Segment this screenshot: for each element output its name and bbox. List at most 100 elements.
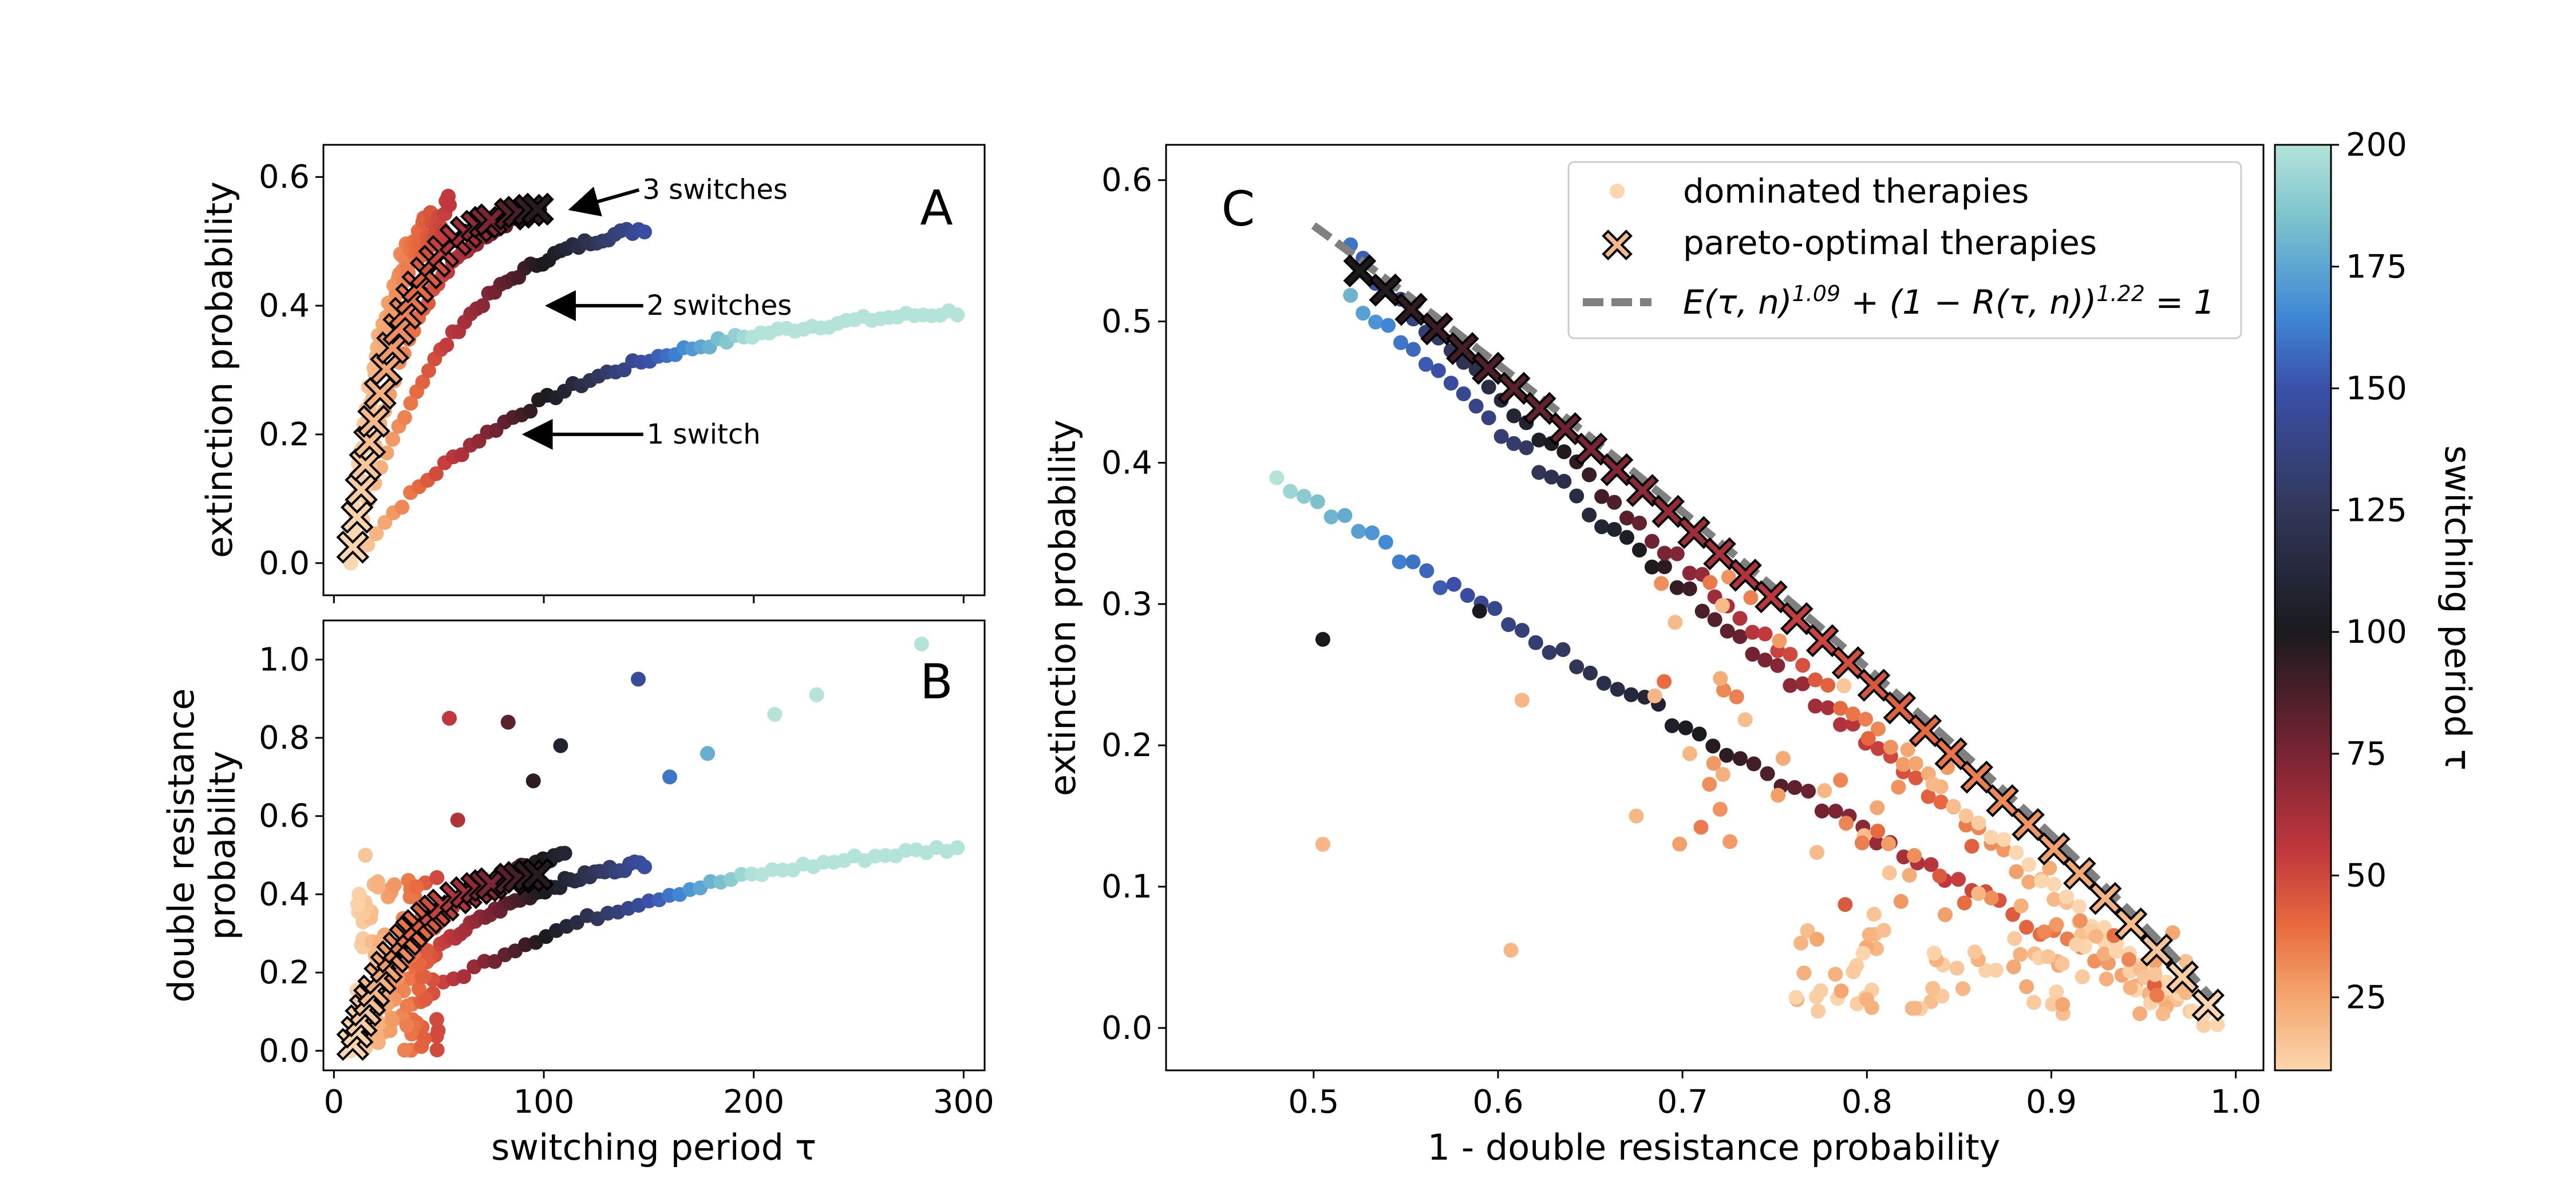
data-point (1996, 832, 2012, 847)
data-point (1531, 432, 1547, 448)
data-point (2049, 984, 2064, 999)
data-point (1905, 1001, 1920, 1016)
data-point (1870, 721, 1886, 737)
data-point (1378, 535, 1393, 550)
data-point (1964, 839, 1980, 854)
data-point (1657, 559, 1672, 575)
data-point (1923, 994, 1939, 1009)
outlier-point (631, 671, 646, 687)
data-point (1323, 509, 1339, 525)
data-point (371, 1035, 386, 1050)
data-point (1669, 546, 1685, 562)
panel-a-points (336, 188, 965, 571)
data-point (1926, 946, 1942, 961)
data-point (397, 1042, 412, 1058)
y-tick-label: 0.0 (259, 545, 310, 582)
data-point (429, 1012, 444, 1027)
outlier-point (1514, 693, 1530, 708)
data-point (1712, 801, 1728, 817)
legend-frame (1567, 161, 2242, 339)
data-point (2149, 987, 2164, 1003)
data-point (1672, 836, 1688, 852)
data-point (2042, 860, 2057, 876)
pareto-marker (2114, 907, 2148, 941)
data-point (1707, 612, 1722, 627)
data-point (1337, 508, 1353, 523)
data-point (1938, 907, 1953, 923)
data-point (2108, 944, 2124, 959)
data-point (1746, 756, 1761, 772)
data-point (1772, 633, 1787, 649)
data-point (1583, 665, 1598, 681)
panel-a-xticks (333, 595, 965, 603)
colorbar-ticks: 25 50 75 100 125 150 175 200 (2331, 126, 2407, 1016)
x-tick-label: 0.9 (2026, 1084, 2077, 1121)
data-point (1923, 857, 1939, 872)
data-point (1881, 836, 1897, 852)
data-point (1514, 623, 1530, 638)
data-point (1732, 611, 1748, 626)
legend-dominated-label: dominated therapies (1683, 172, 2029, 211)
panel-c-yticks: 0.0 0.1 0.2 0.3 0.4 0.5 0.6 (1101, 162, 1166, 1047)
data-point (1610, 682, 1625, 697)
data-point (1949, 960, 1965, 976)
data-point (1876, 923, 1891, 938)
data-point (1745, 624, 1760, 640)
data-point (1783, 678, 1798, 693)
data-point (1757, 626, 1773, 642)
data-point (1705, 738, 1721, 754)
data-point (1365, 525, 1380, 540)
data-point (950, 840, 965, 856)
data-point (454, 447, 469, 462)
data-point (1932, 868, 1947, 884)
panel-b-points (336, 636, 965, 1061)
pareto-marker (370, 353, 403, 386)
fit-curve (1311, 222, 2221, 1007)
data-point (1283, 484, 1298, 499)
data-point (1745, 646, 1760, 662)
data-point (1732, 629, 1748, 645)
colorbar-tick-label: 25 (2346, 979, 2387, 1016)
panel-a: 0.0 0.2 0.4 0.6 A extinction probability 3 … (199, 144, 986, 603)
data-point (1770, 658, 1785, 673)
data-point (1692, 726, 1707, 742)
y-tick-label: 0.6 (259, 798, 310, 835)
data-point (2132, 1006, 2148, 1021)
data-point (1809, 845, 1824, 860)
pareto-marker (521, 192, 554, 226)
data-point (1460, 588, 1475, 603)
data-point (1716, 682, 1732, 698)
pareto-marker (2191, 989, 2225, 1022)
data-point (637, 224, 652, 240)
outlier-point (1817, 783, 1832, 798)
panel-c-legend: dominated therapies pareto-optimal thera… (1567, 161, 2242, 339)
data-point (2210, 1017, 2225, 1032)
data-point (1343, 287, 1358, 303)
data-point (1854, 835, 1870, 851)
data-point (1719, 748, 1735, 763)
data-point (1356, 306, 1371, 321)
outlier-point (450, 812, 465, 828)
data-point (1984, 890, 1999, 906)
panel-c-xlabel: 1 - double resistance probability (1428, 1126, 2001, 1168)
data-point (950, 307, 965, 323)
data-point (1891, 780, 1906, 795)
panel-b-yticks: 0.0 0.2 0.4 0.6 0.8 1.0 (259, 641, 323, 1070)
data-point (2009, 845, 2024, 860)
data-point (1858, 711, 1873, 727)
data-point (1446, 576, 1461, 592)
data-point (1654, 576, 1669, 591)
data-point (1957, 895, 1972, 911)
data-point (1921, 789, 1936, 804)
data-point (1456, 386, 1471, 402)
x-tick-label: 0.6 (1472, 1084, 1523, 1121)
panel-a-frame (322, 144, 986, 596)
colorbar: 25 50 75 100 125 150 175 200 switching period τ (2274, 126, 2479, 1071)
data-point (1519, 440, 1534, 456)
x-tick-label: 200 (723, 1084, 784, 1121)
data-point (2088, 928, 2104, 944)
outlier-point (1629, 808, 1644, 824)
data-point (1800, 923, 1815, 939)
pareto-marker (357, 405, 390, 438)
data-point (2034, 873, 2049, 889)
